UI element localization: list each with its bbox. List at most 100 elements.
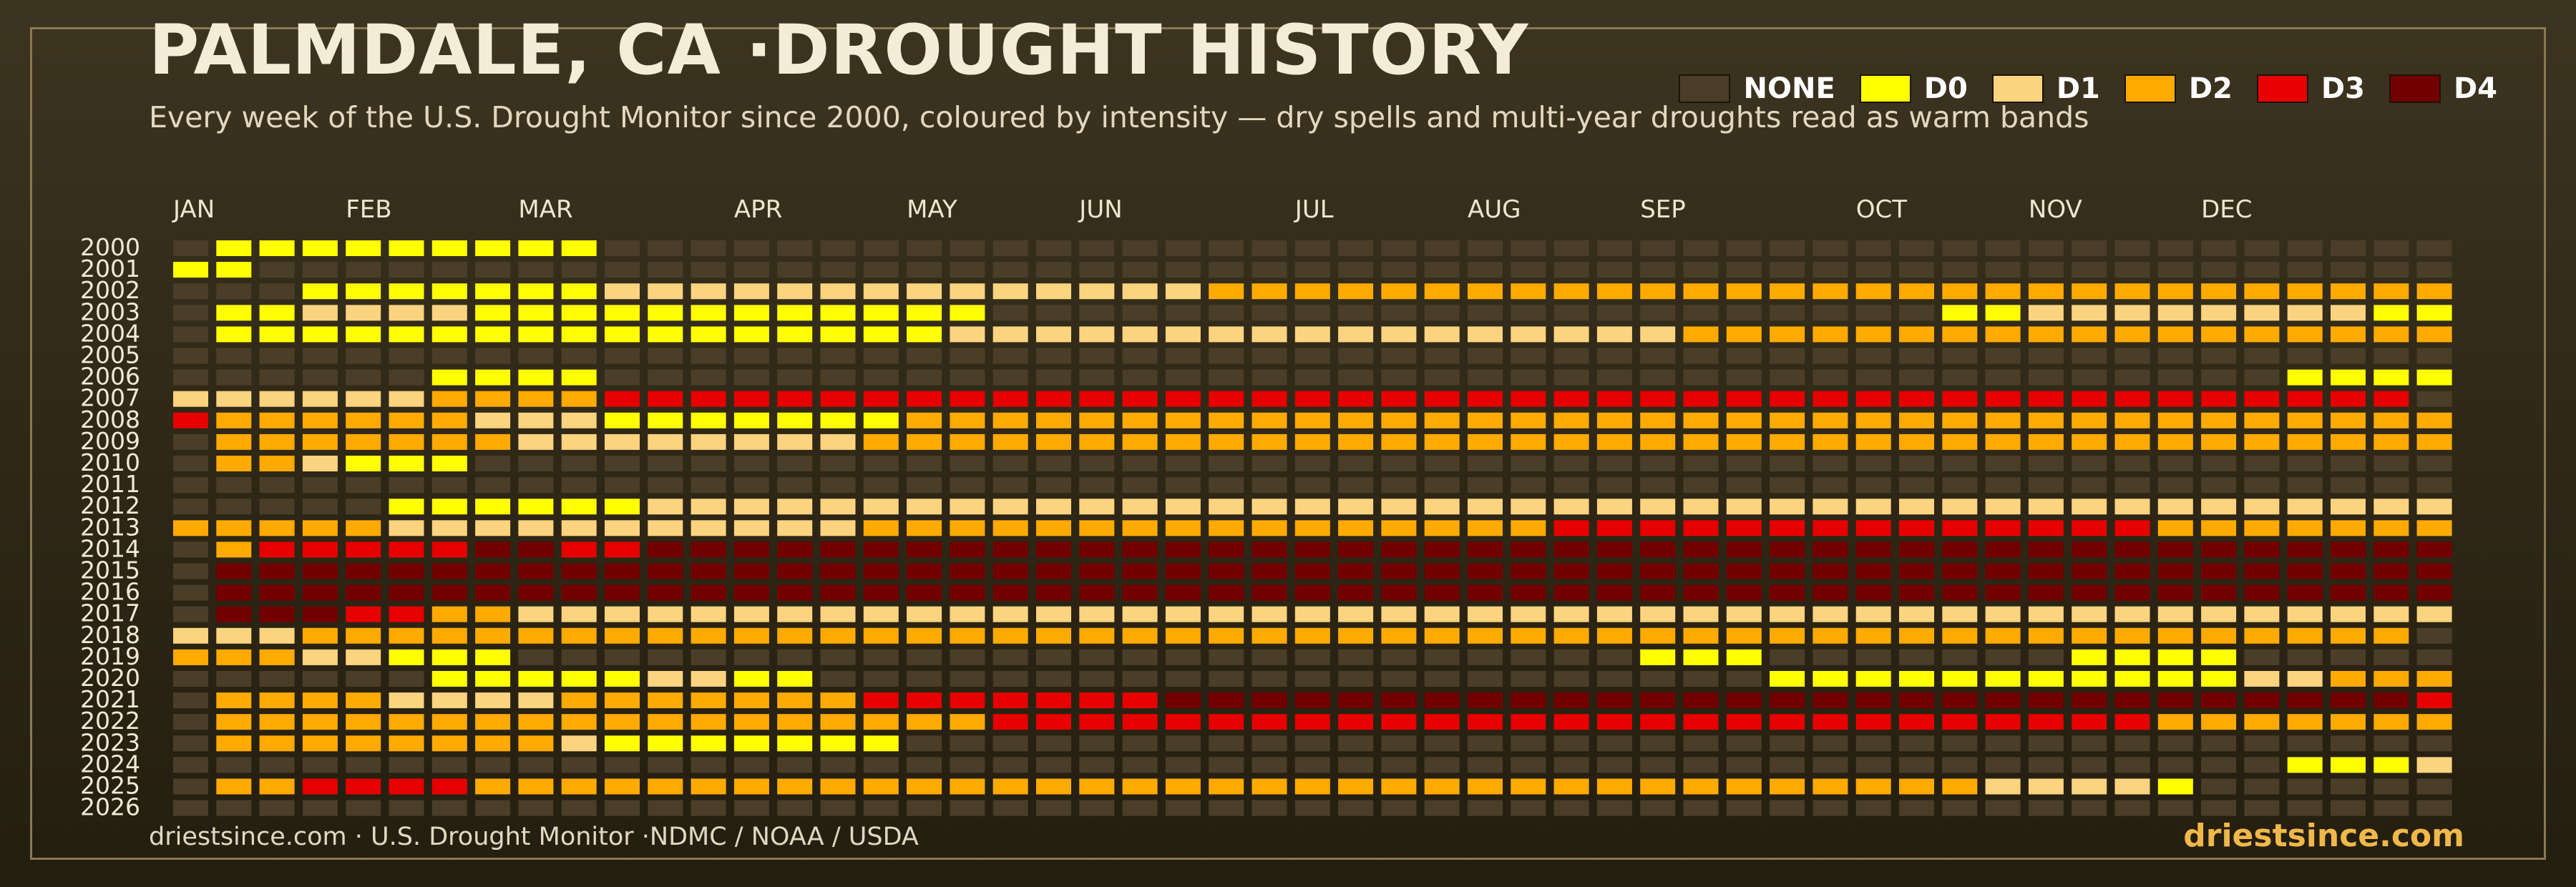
week-cell	[2416, 283, 2452, 300]
week-cell	[2114, 584, 2150, 601]
week-cell	[389, 499, 424, 515]
week-cell	[733, 262, 769, 278]
week-cell	[475, 456, 511, 471]
week-cell	[863, 692, 899, 709]
week-cell	[2373, 800, 2409, 816]
week-cell	[1381, 477, 1417, 494]
week-cell	[389, 757, 424, 773]
week-cell	[863, 778, 899, 795]
month-label-oct: OCT	[1856, 195, 1908, 224]
week-cell	[605, 584, 640, 601]
week-cell	[1726, 262, 1762, 278]
week-cell	[691, 477, 726, 494]
week-cell	[2244, 606, 2280, 622]
week-cell	[2028, 800, 2064, 816]
week-cell	[648, 326, 683, 343]
week-cell	[2028, 563, 2064, 579]
week-cell	[2072, 714, 2107, 730]
week-cell	[691, 606, 726, 622]
week-cell	[1770, 671, 1805, 687]
week-cell	[1770, 499, 1805, 515]
week-cell	[1424, 606, 1460, 622]
week-cell	[777, 563, 813, 579]
week-cell	[1165, 477, 1201, 494]
week-cell	[1209, 477, 1244, 494]
week-cell	[2373, 520, 2409, 536]
week-cell	[216, 757, 252, 773]
week-cell	[389, 563, 424, 579]
week-cell	[2416, 757, 2452, 773]
week-cell	[2331, 692, 2366, 709]
week-cell	[2157, 369, 2193, 386]
week-cell	[1855, 456, 1891, 471]
week-cell	[431, 477, 467, 494]
week-cell	[346, 262, 381, 278]
week-cell	[2114, 563, 2150, 579]
week-cell	[1424, 305, 1460, 321]
week-cell	[1338, 283, 1374, 300]
week-cell	[1553, 563, 1589, 579]
week-cell	[1122, 348, 1158, 364]
week-cell	[2201, 369, 2237, 386]
week-cell	[733, 326, 769, 343]
week-cell	[2416, 649, 2452, 665]
week-cell	[648, 778, 683, 795]
week-cell	[1294, 627, 1330, 644]
week-cell	[2114, 499, 2150, 515]
week-cell	[2331, 477, 2366, 494]
week-cell	[1294, 541, 1330, 558]
week-cell	[1899, 584, 1934, 601]
week-cell	[2201, 671, 2237, 687]
week-cell	[1553, 283, 1589, 300]
week-cell	[518, 757, 554, 773]
week-cell	[259, 671, 295, 687]
week-cell	[1209, 627, 1244, 644]
week-cell	[1770, 412, 1805, 428]
week-cell	[1899, 778, 1934, 795]
week-cell	[1165, 520, 1201, 536]
week-cell	[302, 326, 338, 343]
week-cell	[259, 477, 295, 494]
week-row-2024	[173, 757, 2452, 773]
week-cell	[1381, 391, 1417, 407]
week-cell	[1468, 563, 1503, 579]
week-cell	[1726, 456, 1762, 471]
week-cell	[561, 692, 597, 709]
week-cell	[950, 433, 985, 450]
week-cell	[2416, 606, 2452, 622]
week-cell	[648, 412, 683, 428]
week-cell	[1036, 627, 1071, 644]
week-cell	[605, 735, 640, 752]
brand-link[interactable]: driestsince.com	[2183, 818, 2464, 854]
week-cell	[1553, 240, 1589, 256]
week-cell	[1122, 714, 1158, 730]
week-cell	[2244, 671, 2280, 687]
week-cell	[2114, 778, 2150, 795]
week-cell	[1338, 456, 1374, 471]
week-cell	[1079, 584, 1115, 601]
week-cell	[1209, 714, 1244, 730]
week-cell	[1424, 541, 1460, 558]
week-cell	[1899, 520, 1934, 536]
week-cell	[2114, 627, 2150, 644]
week-cell	[1165, 735, 1201, 752]
week-cell	[1511, 714, 1546, 730]
week-cell	[1122, 262, 1158, 278]
chart-frame	[30, 27, 2546, 860]
year-label-2010: 2010	[80, 449, 140, 476]
week-cell	[1079, 778, 1115, 795]
week-cell	[863, 262, 899, 278]
week-cell	[2287, 499, 2323, 515]
week-cell	[907, 649, 942, 665]
week-cell	[2287, 692, 2323, 709]
week-cell	[346, 649, 381, 665]
week-cell	[950, 671, 985, 687]
week-cell	[1381, 735, 1417, 752]
week-cell	[863, 391, 899, 407]
week-row-2007	[173, 391, 2452, 407]
week-cell	[1294, 520, 1330, 536]
week-cell	[561, 757, 597, 773]
week-cell	[950, 735, 985, 752]
week-cell	[2331, 778, 2366, 795]
